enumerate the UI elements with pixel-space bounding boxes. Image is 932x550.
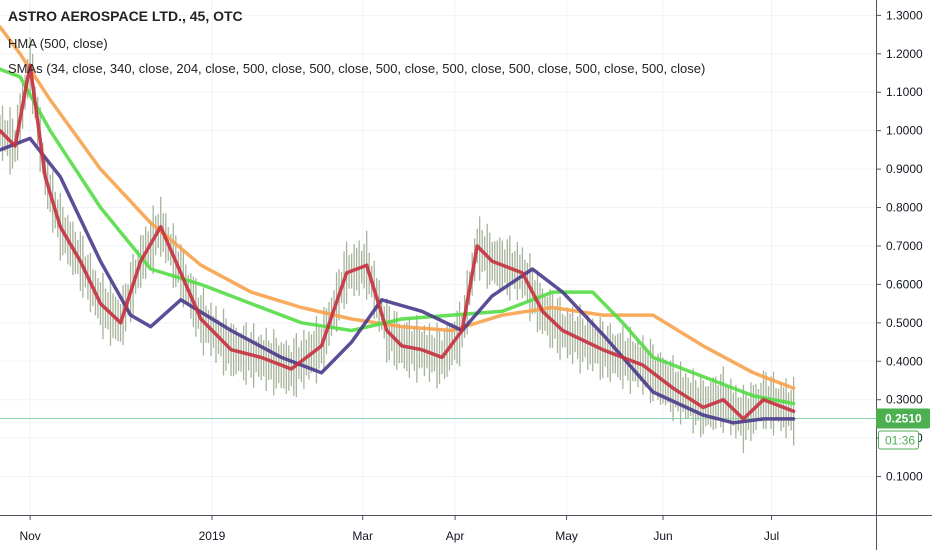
y-tick-label: 1.3000 [886, 8, 923, 22]
x-tick-label: May [555, 529, 578, 543]
indicator-line-4 [0, 63, 796, 421]
hma-indicator-label[interactable]: HMA (500, close) [8, 36, 108, 51]
chart-title[interactable]: ASTRO AEROSPACE LTD., 45, OTC [8, 8, 243, 24]
y-tick-label: 0.1000 [886, 470, 923, 484]
y-tick-label: 0.6000 [886, 277, 923, 291]
y-tick-label: 1.1000 [886, 85, 923, 99]
y-tick-label: 0.8000 [886, 201, 923, 215]
bar-countdown-label: 01:36 [885, 434, 915, 448]
x-tick-label: Nov [19, 529, 40, 543]
price-axis[interactable]: 0.10000.20000.30000.40000.50000.60000.70… [876, 8, 923, 484]
x-tick-label: Jul [764, 529, 779, 543]
last-price-badge-bg [876, 408, 930, 429]
indicator-lines [0, 25, 796, 425]
y-tick-label: 0.7000 [886, 239, 923, 253]
y-tick-label: 0.9000 [886, 162, 923, 176]
x-tick-label: 2019 [199, 529, 226, 543]
indicator-line-3 [0, 136, 796, 425]
indicator-line-1 [0, 25, 796, 390]
time-axis[interactable]: Nov 2019 Mar Apr May Jun Jul [19, 515, 779, 543]
x-tick-label: Jun [653, 529, 672, 543]
y-tick-label: 0.3000 [886, 393, 923, 407]
x-tick-label: Apr [446, 529, 465, 543]
y-tick-label: 1.2000 [886, 47, 923, 61]
y-tick-label: 0.4000 [886, 354, 923, 368]
x-tick-label: Mar [352, 529, 373, 543]
last-price-badge: 0.2510 01:36 [876, 408, 930, 450]
y-tick-label: 1.0000 [886, 124, 923, 138]
last-price-label: 0.2510 [885, 412, 922, 426]
grid [0, 0, 876, 515]
y-tick-label: 0.5000 [886, 316, 923, 330]
countdown-badge-bg [878, 430, 919, 450]
smas-indicator-label[interactable]: SMAs (34, close, 340, close, 204, close,… [8, 61, 706, 76]
indicator-line-2 [0, 67, 796, 406]
